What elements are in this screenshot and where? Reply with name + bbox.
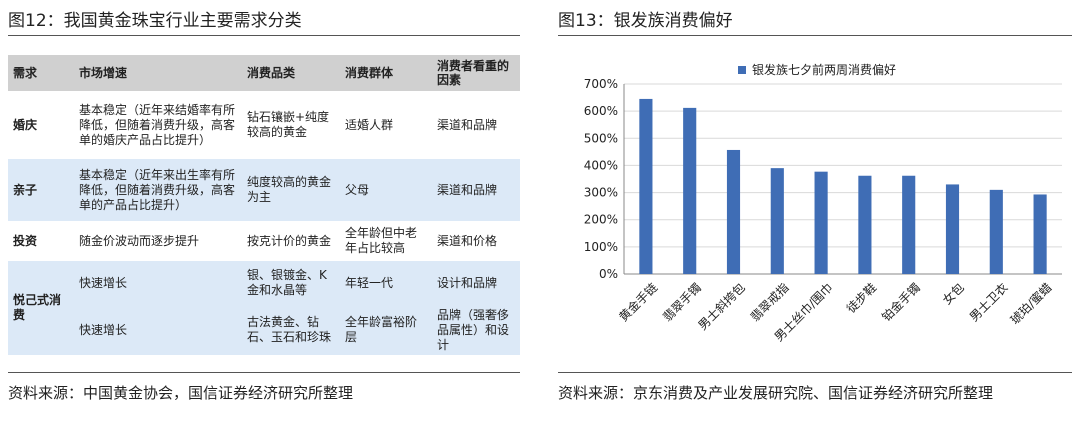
right-figure-title: 图13：银发族消费偏好 <box>558 11 733 31</box>
x-tick-label: 男士斜挎包 <box>695 280 748 333</box>
x-tick-label: 琥珀/蜜蜡 <box>1007 280 1054 327</box>
x-tick-label: 翡翠手镯 <box>659 280 704 325</box>
y-tick-label: 600% <box>584 104 618 118</box>
row-category: 悦己式消费 <box>8 261 74 355</box>
bar <box>858 175 872 274</box>
x-tick-label: 徒步鞋 <box>843 280 879 316</box>
row-category: 投资 <box>8 221 74 261</box>
row-category: 亲子 <box>8 159 74 221</box>
right-source: 资料来源：京东消费及产业发展研究院、国信证券经济研究所整理 <box>558 384 994 402</box>
bar <box>902 175 916 274</box>
bar <box>770 168 784 274</box>
y-tick-label: 200% <box>584 213 618 227</box>
left-title-rule <box>8 35 520 36</box>
legend-label: 银发族七夕前两周消费偏好 <box>752 62 896 77</box>
row-product: 纯度较高的黄金为主 <box>242 159 340 221</box>
row-growth: 基本稳定（近年来出生率有所降低，但随着消费升级，高客单的产品占比提升） <box>74 159 242 221</box>
table-row: 投资 随金价波动而逐步提升 按克计价的黄金 全年龄但中老年占比较高 渠道和价格 <box>8 221 520 261</box>
consumption-bar-chart: 0%100%200%300%400%500%600%700% 黄金手链 翡翠手镯男… <box>584 62 1062 344</box>
header-group: 消费群体 <box>340 55 432 91</box>
row-factor: 品牌（强奢侈品属性）和设计 <box>432 305 520 355</box>
chart-gridlines <box>623 83 1062 275</box>
row-group: 适婚人群 <box>340 91 432 159</box>
bar <box>989 189 1003 274</box>
row-product: 银、银镀金、K金和水晶等 <box>242 261 340 305</box>
demand-table: 需求 市场增速 消费品类 消费群体 消费者看重的因素 婚庆 基本稳定（近年来结婚… <box>8 55 520 355</box>
table-row: 快速增长 古法黄金、钻石、玉石和珍珠 全年龄富裕阶层 品牌（强奢侈品属性）和设计 <box>8 305 520 355</box>
row-category: 婚庆 <box>8 91 74 159</box>
y-tick-label: 0% <box>599 267 618 281</box>
row-factor: 渠道和品牌 <box>432 91 520 159</box>
row-group: 全年龄但中老年占比较高 <box>340 221 432 261</box>
row-factor: 渠道和品牌 <box>432 159 520 221</box>
y-tick-label: 500% <box>584 131 618 145</box>
row-group: 全年龄富裕阶层 <box>340 305 432 355</box>
x-tick-label: 翡翠戒指 <box>747 280 792 325</box>
x-tick-label: 男士卫衣 <box>966 280 1011 325</box>
row-product: 按克计价的黄金 <box>242 221 340 261</box>
right-title-rule <box>558 35 1072 36</box>
bar <box>726 149 741 274</box>
chart-bars <box>639 98 1047 274</box>
y-tick-label: 400% <box>584 158 618 172</box>
chart-legend: 银发族七夕前两周消费偏好 <box>738 62 896 77</box>
row-growth: 快速增长 <box>74 261 242 305</box>
x-tick-label: 铂金手镯 <box>878 280 923 325</box>
row-factor: 渠道和价格 <box>432 221 520 261</box>
y-axis-ticks: 0% 100% 200% 300% 400% 500% 600% 700% <box>584 77 618 281</box>
x-tick-label: 女包 <box>939 280 967 308</box>
right-source-rule <box>558 372 1072 373</box>
bar <box>639 98 653 274</box>
header-product: 消费品类 <box>242 55 340 91</box>
y-tick-label: 300% <box>584 186 618 200</box>
row-product: 钻石镶嵌+纯度较高的黄金 <box>242 91 340 159</box>
row-factor: 设计和品牌 <box>432 261 520 305</box>
row-group: 年轻一代 <box>340 261 432 305</box>
row-product: 古法黄金、钻石、玉石和珍珠 <box>242 305 340 355</box>
bar <box>945 184 960 274</box>
x-tick-label: 黄金手链 <box>616 280 661 325</box>
bar <box>683 107 697 274</box>
header-demand: 需求 <box>8 55 74 91</box>
table-header-row: 需求 市场增速 消费品类 消费群体 消费者看重的因素 <box>8 55 520 91</box>
left-figure-title: 图12：我国黄金珠宝行业主要需求分类 <box>8 11 302 31</box>
bar <box>1033 194 1047 274</box>
row-growth: 随金价波动而逐步提升 <box>74 221 242 261</box>
row-growth: 快速增长 <box>74 305 242 355</box>
y-tick-label: 700% <box>584 77 618 91</box>
bar <box>814 171 828 274</box>
y-tick-label: 100% <box>584 240 618 254</box>
left-source: 资料来源：中国黄金协会，国信证券经济研究所整理 <box>8 384 354 402</box>
header-factor: 消费者看重的因素 <box>432 55 520 91</box>
table-row: 悦己式消费 快速增长 银、银镀金、K金和水晶等 年轻一代 设计和品牌 <box>8 261 520 355</box>
table-row: 婚庆 基本稳定（近年来结婚率有所降低，但随着消费升级，高客单的婚庆产品占比提升）… <box>8 91 520 159</box>
row-growth: 基本稳定（近年来结婚率有所降低，但随着消费升级，高客单的婚庆产品占比提升） <box>74 91 242 159</box>
table-row: 亲子 基本稳定（近年来出生率有所降低，但随着消费升级，高客单的产品占比提升） 纯… <box>8 159 520 221</box>
row-group: 父母 <box>340 159 432 221</box>
left-source-rule <box>8 372 520 373</box>
legend-swatch <box>738 66 746 74</box>
header-growth: 市场增速 <box>74 55 242 91</box>
